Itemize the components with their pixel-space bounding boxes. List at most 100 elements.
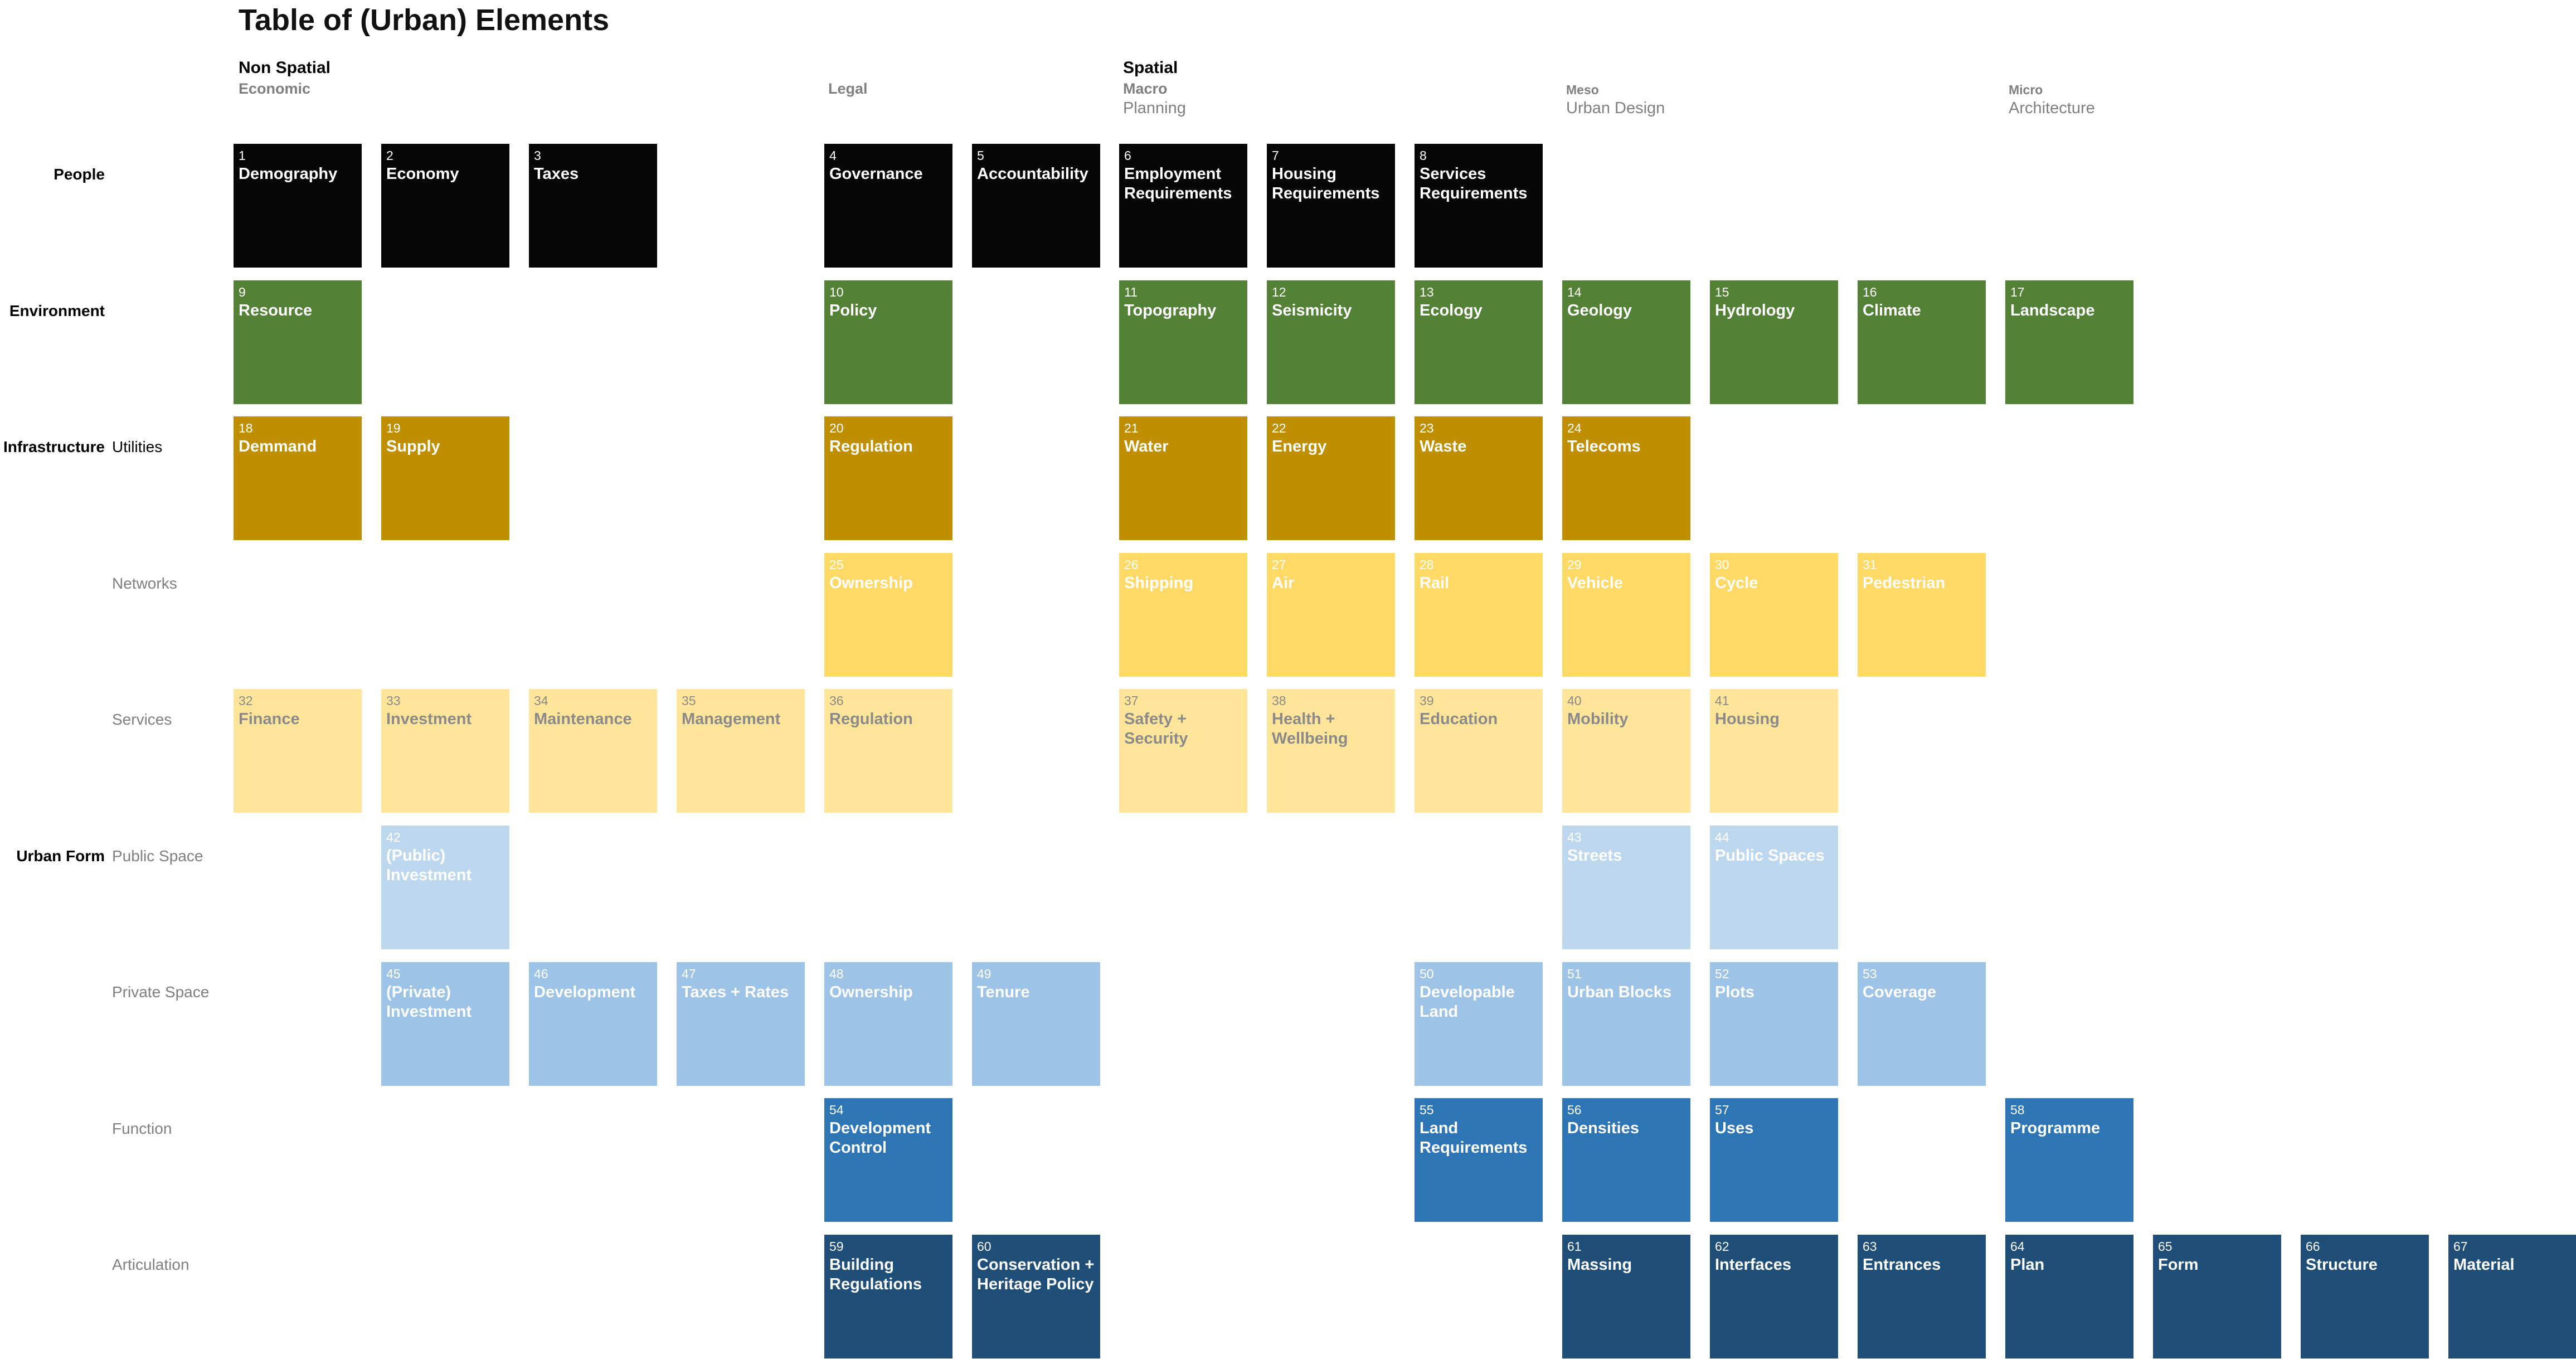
element-tile: 39 Education [1415,689,1543,813]
element-name: Climate [1863,302,1921,319]
element-tile: 41 Housing [1710,689,1838,813]
element-tile: 52 Plots [1710,962,1838,1086]
element-name: (Public) Investment [386,847,472,884]
element-number: 16 [1863,285,1877,299]
element-number: 19 [386,421,401,435]
element-name: Resource [239,302,313,319]
element-name: Services Requirements [1420,165,1528,202]
element-name: Demmand [239,438,317,455]
element-number: 47 [682,967,696,981]
element-number: 64 [2010,1239,2025,1254]
element-tile: 44 Public Spaces [1710,826,1838,949]
element-tile: 29 Vehicle [1562,553,1690,677]
element-tile: 8 Services Requirements [1415,144,1543,268]
element-tile: 51 Urban Blocks [1562,962,1690,1086]
element-number: 45 [386,967,401,981]
element-number: 15 [1715,285,1729,299]
element-tile: 33 Investment [381,689,509,813]
element-tile: 23 Waste [1415,416,1543,540]
element-tile: 31 Pedestrian [1858,553,1986,677]
element-tile: 27 Air [1267,553,1395,677]
element-tile: 15 Hydrology [1710,280,1838,404]
element-name: Governance [829,165,923,183]
element-number: 21 [1124,421,1139,435]
element-name: Regulation [829,438,913,455]
element-tile: 42 (Public) Investment [381,826,509,949]
element-tile: 66 Structure [2301,1235,2429,1358]
element-number: 22 [1272,421,1286,435]
header-non-spatial: Non Spatial [239,59,331,77]
sub-label-articulation: Articulation [112,1256,189,1273]
element-name: Ecology [1420,302,1483,319]
element-tile: 17 Landscape [2005,280,2133,404]
element-tile: 58 Programme [2005,1098,2133,1222]
element-name: Housing [1715,710,1780,728]
element-tile: 9 Resource [234,280,362,404]
element-name: Employment Requirements [1124,165,1232,202]
element-number: 61 [1567,1239,1582,1254]
element-number: 59 [829,1239,844,1254]
element-number: 42 [386,830,401,844]
element-tile: 11 Topography [1119,280,1247,404]
header-planning: Planning [1123,99,1186,117]
element-name: Form [2158,1256,2199,1274]
element-number: 37 [1124,693,1139,708]
element-name: Streets [1567,847,1622,865]
element-number: 52 [1715,967,1729,981]
element-name: Development Control [829,1119,931,1157]
element-tile: 50 Developable Land [1415,962,1543,1086]
row-label-people: People [54,166,105,183]
element-tile: 36 Regulation [824,689,952,813]
element-name: Hydrology [1715,302,1795,319]
sub-label-networks: Networks [112,575,177,592]
element-number: 57 [1715,1103,1729,1117]
element-name: Geology [1567,302,1632,319]
element-tile: 28 Rail [1415,553,1543,677]
element-name: Developable Land [1420,983,1515,1021]
element-tile: 10 Policy [824,280,952,404]
element-number: 18 [239,421,253,435]
element-number: 60 [977,1239,991,1254]
element-number: 35 [682,693,696,708]
element-tile: 63 Entrances [1858,1235,1986,1358]
element-name: Public Spaces [1715,847,1825,865]
element-tile: 34 Maintenance [529,689,657,813]
sub-label-private-space: Private Space [112,983,210,1001]
element-name: Energy [1272,438,1327,455]
element-name: Taxes [534,165,579,183]
element-tile: 65 Form [2153,1235,2281,1358]
element-tile: 5 Accountability [972,144,1100,268]
element-name: Coverage [1863,983,1937,1001]
element-name: Housing Requirements [1272,165,1380,202]
element-name: Landscape [2010,302,2095,319]
element-number: 44 [1715,830,1729,844]
element-number: 48 [829,967,844,981]
row-label-urban-form: Urban Form [16,847,105,865]
element-number: 8 [1420,148,1427,163]
header-spatial: Spatial [1123,59,1178,77]
element-name: Investment [386,710,472,728]
header-macro: Macro [1123,80,1168,97]
element-tile: 18 Demmand [234,416,362,540]
element-name: Development [534,983,636,1001]
element-tile: 12 Seismicity [1267,280,1395,404]
element-tile: 38 Health + Wellbeing [1267,689,1395,813]
element-name: Ownership [829,983,913,1001]
element-tile: 32 Finance [234,689,362,813]
element-number: 65 [2158,1239,2172,1254]
element-tile: 55 Land Requirements [1415,1098,1543,1222]
element-tile: 49 Tenure [972,962,1100,1086]
element-tile: 14 Geology [1562,280,1690,404]
element-number: 4 [829,148,837,163]
element-number: 27 [1272,557,1286,572]
element-number: 46 [534,967,548,981]
element-name: Building Regulations [829,1256,922,1293]
element-number: 38 [1272,693,1286,708]
element-number: 49 [977,967,991,981]
element-name: Plots [1715,983,1754,1001]
element-number: 10 [829,285,844,299]
element-number: 12 [1272,285,1286,299]
element-tile: 22 Energy [1267,416,1395,540]
element-tile: 53 Coverage [1858,962,1986,1086]
element-number: 25 [829,557,844,572]
